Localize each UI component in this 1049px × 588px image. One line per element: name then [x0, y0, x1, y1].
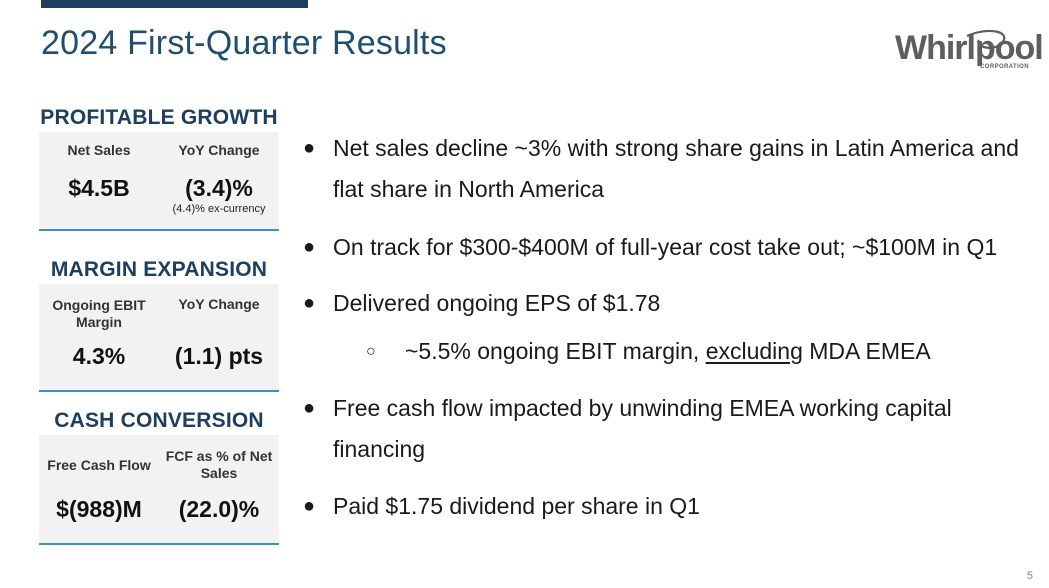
- metric-fcf-percent: FCF as % of Net Sales (22.0)%: [160, 447, 278, 543]
- metric-value: $4.5B: [68, 175, 130, 201]
- page-title: 2024 First-Quarter Results: [41, 24, 447, 62]
- metric-label: YoY Change: [178, 141, 260, 158]
- metric-value: (3.4)%: [185, 175, 253, 201]
- bullet-text: On track for $300-$400M of full-year cos…: [333, 234, 998, 260]
- metric-value: (22.0)%: [178, 496, 260, 522]
- metric-free-cash-flow: Free Cash Flow $(988)M: [40, 447, 158, 543]
- margin-expansion-section: MARGIN EXPANSION Ongoing EBIT Margin 4.3…: [39, 258, 279, 392]
- logo-subtitle: CORPORATION: [980, 64, 1029, 70]
- metric-yoy-change: YoY Change (3.4)% (4.4)% ex-currency: [160, 136, 278, 229]
- metric-box: Ongoing EBIT Margin 4.3% YoY Change (1.1…: [39, 284, 279, 392]
- metric-label: Free Cash Flow: [47, 456, 151, 473]
- metric-value: $(988)M: [56, 496, 142, 522]
- metric-net-sales: Net Sales $4.5B: [40, 136, 158, 229]
- bullet-text: Paid $1.75 dividend per share in Q1: [333, 493, 700, 519]
- cash-conversion-section: CASH CONVERSION Free Cash Flow $(988)M F…: [39, 409, 279, 545]
- metric-note: (4.4)% ex-currency: [172, 203, 266, 215]
- bullet-dot-icon: ●: [303, 236, 316, 258]
- bullet-text-post: MDA EMEA: [802, 338, 931, 364]
- metric-ongoing-ebit-margin: Ongoing EBIT Margin 4.3%: [40, 296, 158, 390]
- section-heading: PROFITABLE GROWTH: [40, 106, 278, 129]
- metric-label: YoY Change: [178, 296, 260, 312]
- bullet-text: Free cash flow impacted by unwinding EME…: [333, 395, 952, 462]
- metric-value: (1.1) pts: [174, 343, 264, 369]
- sub-bullet-circle-icon: ○: [366, 343, 376, 360]
- metric-label: Net Sales: [67, 141, 131, 158]
- whirlpool-logo: Whirlpool CORPORATION: [895, 28, 1044, 74]
- bullet-text: Delivered ongoing EPS of $1.78: [333, 290, 661, 316]
- section-heading: CASH CONVERSION: [54, 409, 264, 432]
- logo-wordmark: Whirlpool: [895, 29, 1044, 67]
- metric-box: Free Cash Flow $(988)M FCF as % of Net S…: [39, 435, 279, 545]
- metric-label: FCF as % of Net Sales: [165, 448, 273, 481]
- bullet-dot-icon: ●: [303, 137, 316, 159]
- metric-label: Ongoing EBIT Margin: [52, 297, 146, 330]
- bullet-dot-icon: ●: [303, 495, 316, 517]
- bullet-text-pre: ~5.5% ongoing EBIT margin,: [405, 338, 706, 364]
- bullet-dot-icon: ●: [303, 397, 316, 419]
- profitable-growth-section: PROFITABLE GROWTH Net Sales $4.5B YoY Ch…: [39, 106, 279, 231]
- top-accent-bar: [41, 0, 308, 8]
- bullet-text: Net sales decline ~3% with strong share …: [333, 135, 1019, 202]
- metric-yoy-change: YoY Change (1.1) pts: [160, 296, 278, 390]
- page-number: 5: [1026, 570, 1033, 582]
- bullet-text-underlined: excluding: [705, 338, 803, 364]
- bullet-dot-icon: ●: [303, 292, 316, 314]
- section-heading: MARGIN EXPANSION: [50, 258, 268, 281]
- whirlpool-swoosh-icon: [966, 29, 1006, 49]
- metric-box: Net Sales $4.5B YoY Change (3.4)% (4.4)%…: [39, 132, 279, 231]
- bullet-text: ~5.5% ongoing EBIT margin, excluding MDA…: [405, 331, 1025, 372]
- metric-value: 4.3%: [72, 343, 126, 369]
